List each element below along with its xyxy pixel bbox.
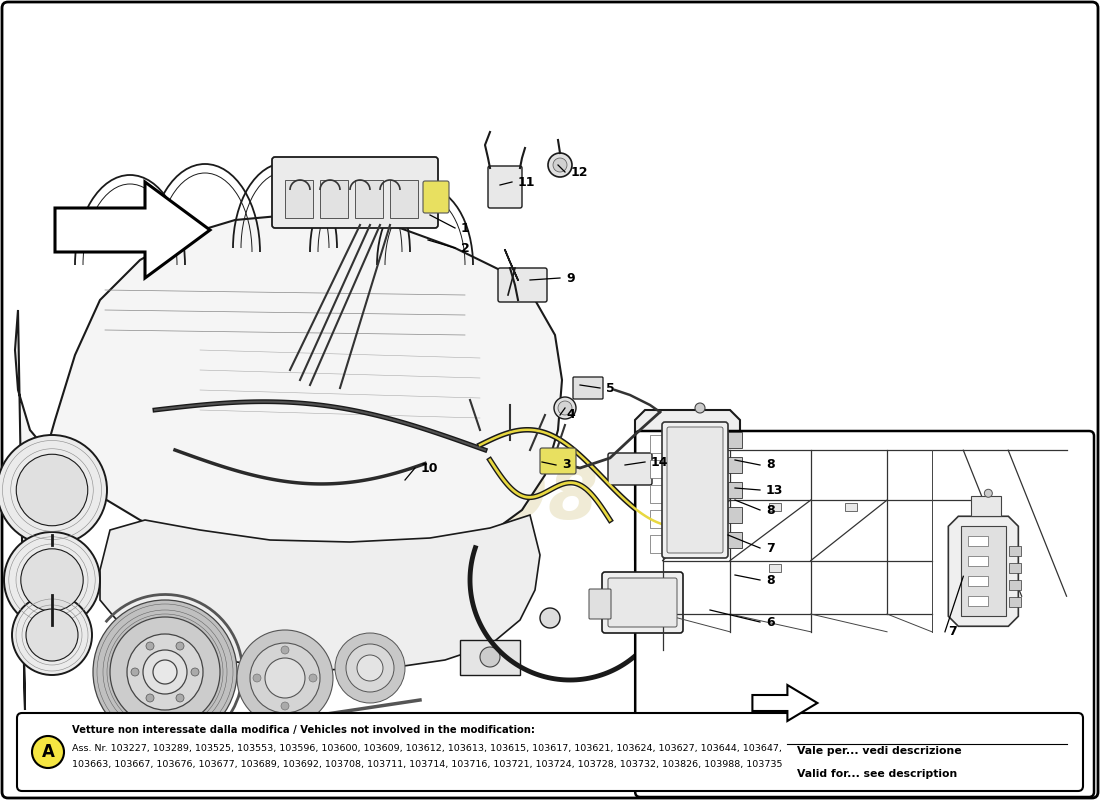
Text: A: A bbox=[42, 743, 54, 761]
Circle shape bbox=[32, 736, 64, 768]
Text: 8: 8 bbox=[766, 574, 774, 586]
Text: 1: 1 bbox=[461, 222, 470, 234]
Text: 14: 14 bbox=[651, 455, 669, 469]
Text: Ass. Nr. 103227, 103289, 103525, 103553, 103596, 103600, 103609, 103612, 103613,: Ass. Nr. 103227, 103289, 103525, 103553,… bbox=[72, 743, 782, 753]
FancyBboxPatch shape bbox=[498, 268, 547, 302]
Bar bbox=[650, 510, 678, 528]
Text: 13: 13 bbox=[766, 483, 783, 497]
Bar bbox=[1010, 546, 1021, 556]
FancyBboxPatch shape bbox=[540, 448, 576, 474]
Bar bbox=[355, 180, 383, 218]
Bar bbox=[961, 526, 1006, 616]
Circle shape bbox=[358, 655, 383, 681]
Circle shape bbox=[553, 158, 566, 172]
Circle shape bbox=[984, 490, 992, 498]
Bar bbox=[728, 482, 743, 498]
Text: 9: 9 bbox=[566, 271, 574, 285]
Text: 103663, 103667, 103676, 103677, 103689, 103692, 103708, 103711, 103714, 103716, : 103663, 103667, 103676, 103677, 103689, … bbox=[72, 759, 782, 769]
Circle shape bbox=[4, 532, 100, 628]
Bar bbox=[728, 507, 743, 523]
FancyBboxPatch shape bbox=[635, 431, 1094, 797]
Circle shape bbox=[540, 608, 560, 628]
Circle shape bbox=[548, 153, 572, 177]
Circle shape bbox=[94, 600, 236, 744]
Circle shape bbox=[336, 633, 405, 703]
Circle shape bbox=[110, 617, 220, 727]
Bar bbox=[650, 535, 678, 553]
FancyBboxPatch shape bbox=[608, 578, 676, 627]
Bar bbox=[968, 596, 988, 606]
Circle shape bbox=[0, 435, 107, 545]
FancyBboxPatch shape bbox=[602, 572, 683, 633]
Bar bbox=[650, 485, 678, 503]
Circle shape bbox=[236, 630, 333, 726]
Text: 2: 2 bbox=[461, 242, 470, 254]
Circle shape bbox=[131, 668, 139, 676]
Bar bbox=[769, 564, 781, 572]
FancyBboxPatch shape bbox=[424, 181, 449, 213]
Text: Valid for... see description: Valid for... see description bbox=[798, 770, 957, 779]
Circle shape bbox=[176, 694, 184, 702]
FancyBboxPatch shape bbox=[608, 453, 652, 485]
Text: 8: 8 bbox=[766, 458, 774, 471]
Circle shape bbox=[16, 454, 88, 526]
Bar bbox=[650, 435, 678, 453]
Bar bbox=[460, 640, 520, 675]
Polygon shape bbox=[100, 515, 540, 670]
Bar bbox=[968, 576, 988, 586]
Polygon shape bbox=[752, 685, 817, 721]
Circle shape bbox=[250, 643, 320, 713]
Text: Vetture non interessate dalla modifica / Vehicles not involved in the modificati: Vetture non interessate dalla modifica /… bbox=[72, 725, 535, 735]
Circle shape bbox=[280, 646, 289, 654]
Polygon shape bbox=[15, 215, 562, 710]
Circle shape bbox=[253, 674, 261, 682]
Circle shape bbox=[558, 401, 572, 415]
FancyBboxPatch shape bbox=[588, 589, 610, 619]
Circle shape bbox=[26, 609, 78, 661]
Polygon shape bbox=[948, 516, 1019, 626]
Bar bbox=[285, 180, 314, 218]
FancyBboxPatch shape bbox=[667, 427, 723, 553]
Circle shape bbox=[146, 642, 154, 650]
Text: 7: 7 bbox=[766, 542, 774, 554]
FancyBboxPatch shape bbox=[488, 166, 522, 208]
Text: 5: 5 bbox=[606, 382, 615, 394]
FancyBboxPatch shape bbox=[16, 713, 1084, 791]
Bar bbox=[320, 180, 348, 218]
Circle shape bbox=[309, 674, 317, 682]
Circle shape bbox=[12, 595, 92, 675]
Bar bbox=[390, 180, 418, 218]
Circle shape bbox=[153, 660, 177, 684]
Text: 12: 12 bbox=[571, 166, 588, 178]
Text: 11: 11 bbox=[518, 175, 536, 189]
Bar bbox=[1010, 563, 1021, 574]
Circle shape bbox=[265, 658, 305, 698]
Bar bbox=[968, 536, 988, 546]
Text: 10: 10 bbox=[421, 462, 439, 474]
Bar bbox=[845, 503, 857, 511]
Text: eu-parts
since 1998: eu-parts since 1998 bbox=[162, 386, 598, 534]
Circle shape bbox=[695, 403, 705, 413]
Bar bbox=[728, 457, 743, 473]
FancyBboxPatch shape bbox=[272, 157, 438, 228]
Circle shape bbox=[146, 694, 154, 702]
Bar bbox=[728, 432, 743, 448]
Text: Vale per... vedi descrizione: Vale per... vedi descrizione bbox=[798, 746, 961, 756]
Text: 7: 7 bbox=[948, 626, 957, 638]
Circle shape bbox=[176, 642, 184, 650]
Text: 4: 4 bbox=[566, 409, 574, 422]
Circle shape bbox=[21, 549, 84, 611]
Polygon shape bbox=[635, 410, 740, 570]
Bar bbox=[971, 496, 1001, 516]
Circle shape bbox=[554, 397, 576, 419]
FancyBboxPatch shape bbox=[573, 377, 603, 399]
Bar bbox=[1010, 598, 1021, 607]
Bar bbox=[769, 503, 781, 511]
Text: 3: 3 bbox=[562, 458, 571, 471]
Circle shape bbox=[143, 650, 187, 694]
Bar bbox=[650, 460, 678, 478]
Circle shape bbox=[126, 634, 204, 710]
Circle shape bbox=[280, 702, 289, 710]
Text: 6: 6 bbox=[766, 615, 774, 629]
